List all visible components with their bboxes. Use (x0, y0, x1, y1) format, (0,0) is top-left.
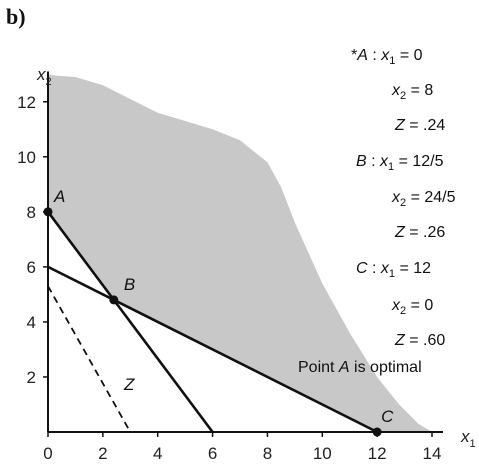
x-axis-label: x1 (460, 427, 476, 450)
svg-text:x2 = 8: x2 = 8 (391, 82, 433, 102)
objective-line-z (47, 285, 132, 433)
x-tick-label-12: 12 (368, 444, 387, 463)
svg-text:Z = .60: Z = .60 (394, 332, 445, 349)
point-a (43, 207, 53, 217)
svg-text:B : x1 = 12/5: B : x1 = 12/5 (356, 153, 444, 173)
svg-text:x2 = 0: x2 = 0 (391, 297, 433, 317)
y-tick-label-2: 2 (27, 368, 36, 387)
x-tick-label-14: 14 (423, 444, 442, 463)
panel-label: b) (6, 4, 26, 29)
y-tick-label-4: 4 (27, 313, 36, 332)
x-tick-label-6: 6 (208, 444, 217, 463)
annotation-point-b: B : x1 = 12/5 x2 = 24/5 Z = .26 (356, 153, 456, 241)
feasible-region-layer (48, 74, 432, 432)
x-tick-label-0: 0 (43, 444, 52, 463)
y-tick-label-8: 8 (27, 203, 36, 222)
point-c (372, 427, 382, 437)
svg-text:Z = .26: Z = .26 (394, 224, 445, 241)
annotation-point-a: *A : x1 = 0 x2 = 8 Z = .24 (351, 47, 445, 134)
tick-labels-layer: 0 2 4 6 8 10 12 14 2 4 6 8 10 12 (17, 93, 441, 463)
x-tick-label-10: 10 (313, 444, 332, 463)
point-label-b: B (124, 275, 135, 294)
y-tick-label-10: 10 (17, 148, 36, 167)
y-tick-label-6: 6 (27, 258, 36, 277)
constraint-lines-layer (46, 211, 378, 434)
constraint-line-2 (47, 265, 378, 434)
x-tick-label-8: 8 (263, 444, 272, 463)
svg-text:x2 = 24/5: x2 = 24/5 (391, 189, 456, 209)
svg-text:*A : x1 = 0: *A : x1 = 0 (351, 47, 423, 67)
point-label-c: C (381, 407, 394, 426)
z-line-label: Z (123, 375, 135, 394)
point-label-a: A (53, 187, 65, 206)
constraint-line-1 (46, 211, 214, 433)
y-tick-label-12: 12 (17, 93, 36, 112)
point-b (109, 295, 119, 305)
x-tick-label-4: 4 (153, 444, 162, 463)
annotation-point-c: C : x1 = 12 x2 = 0 Z = .60 (356, 260, 445, 349)
svg-text:C : x1 = 12: C : x1 = 12 (356, 260, 431, 280)
y-axis-label: x2 (36, 65, 52, 88)
points-layer: A B C (43, 187, 394, 437)
svg-text:Z = .24: Z = .24 (394, 117, 445, 134)
optimal-note: Point A is optimal (298, 359, 422, 376)
feasible-region (48, 74, 432, 432)
x-tick-label-2: 2 (98, 444, 107, 463)
